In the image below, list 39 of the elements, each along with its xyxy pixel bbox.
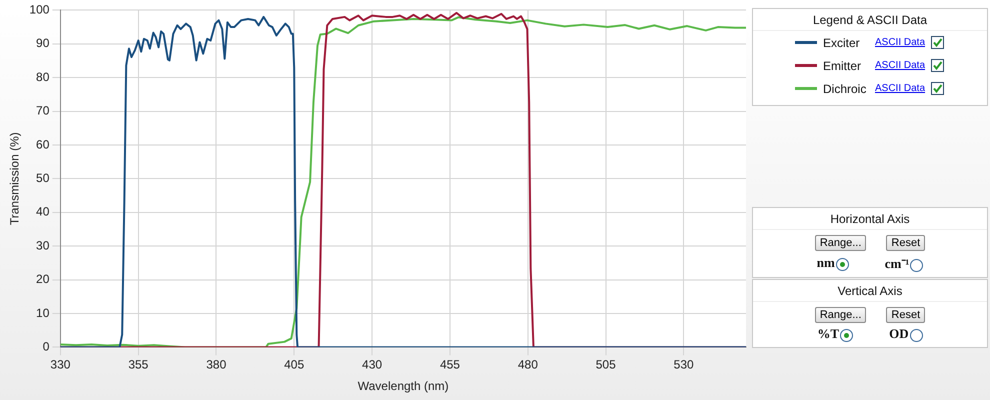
x-tick-label: 430: [362, 358, 382, 372]
text: OD: [889, 326, 910, 342]
x-tick-label: 380: [206, 358, 227, 372]
text: nm: [816, 255, 836, 271]
y-axis-title: Transmission (%): [8, 132, 22, 226]
text: ASCII Data: [875, 37, 926, 48]
y-tick-label: 70: [36, 104, 50, 118]
x-tick-label: 455: [440, 358, 460, 372]
legend-title: Legend & ASCII Data: [753, 9, 987, 31]
y-tick-label: 10: [36, 306, 50, 320]
text: Horizontal Axis: [753, 208, 987, 230]
y-tick-label: 20: [36, 272, 50, 286]
y-tick-label: 80: [36, 70, 50, 84]
text: Reset: [886, 235, 926, 251]
y-tick-label: 30: [36, 238, 50, 252]
x-tick-label: 405: [284, 358, 304, 372]
x-tick-label: 330: [50, 358, 71, 372]
text: Reset: [886, 307, 926, 323]
y-tick-label: 100: [29, 2, 50, 17]
text: cm⁻¹: [884, 255, 910, 272]
x-axis-title: Wavelength (nm): [358, 379, 449, 394]
y-tick-label: 0: [42, 340, 50, 354]
text: Range...: [814, 307, 866, 323]
text: ASCII Data: [875, 83, 926, 94]
x-tick-label: 530: [674, 358, 694, 372]
y-tick-label: 50: [36, 171, 50, 186]
y-tick-label: 60: [36, 137, 50, 152]
legend-label: Dichroic: [823, 82, 868, 96]
x-tick-label: 355: [128, 358, 149, 372]
y-tick-label: 90: [36, 36, 50, 50]
x-tick-label: 480: [518, 358, 538, 372]
text: Range...: [814, 235, 866, 251]
x-tick-label: 505: [596, 358, 616, 372]
legend-label: Exciter: [823, 36, 861, 50]
y-tick-label: 40: [36, 204, 50, 219]
text: %T: [817, 326, 840, 342]
text: Vertical Axis: [753, 280, 987, 302]
legend-label: Emitter: [823, 58, 862, 72]
text: ASCII Data: [875, 60, 926, 71]
